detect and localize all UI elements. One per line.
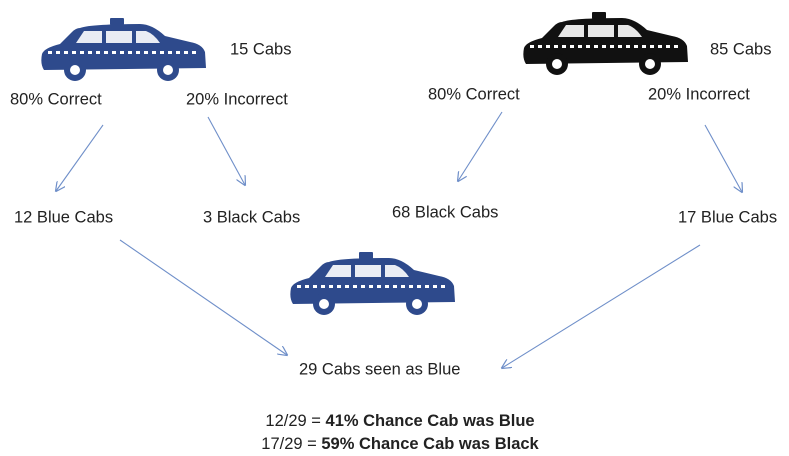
result-label: 29 Cabs seen as Blue bbox=[299, 360, 460, 378]
formula: 17/29 = bbox=[261, 435, 321, 453]
statement: 41% Chance Cab was Blue bbox=[326, 412, 535, 430]
correct-label: 80% Correct bbox=[10, 90, 102, 108]
conclusion: 17/29 = 59% Chance Cab was Black bbox=[261, 435, 539, 453]
blue-taxi-icon bbox=[41, 18, 206, 81]
arrow bbox=[705, 125, 742, 192]
arrow bbox=[458, 112, 502, 181]
incorrect-label: 20% Incorrect bbox=[186, 90, 288, 108]
page: 15 Cabs 80% Correct 20% Incorrect 12 Blu… bbox=[0, 0, 789, 456]
arrow bbox=[502, 245, 700, 368]
outcome-label: 68 Black Cabs bbox=[392, 203, 498, 221]
outcome-label: 17 Blue Cabs bbox=[678, 208, 777, 226]
diagram: 15 Cabs 80% Correct 20% Incorrect 12 Blu… bbox=[0, 0, 789, 456]
arrow bbox=[56, 125, 103, 191]
blue-taxi-icon bbox=[290, 252, 455, 315]
black-taxi-icon bbox=[523, 12, 688, 75]
arrow bbox=[120, 240, 287, 355]
correct-label: 80% Correct bbox=[428, 85, 520, 103]
outcome-label: 3 Black Cabs bbox=[203, 208, 300, 226]
count-label: 85 Cabs bbox=[710, 40, 771, 58]
count-label: 15 Cabs bbox=[230, 40, 291, 58]
outcome-label: 12 Blue Cabs bbox=[14, 208, 113, 226]
arrow bbox=[208, 117, 245, 185]
incorrect-label: 20% Incorrect bbox=[648, 85, 750, 103]
statement: 59% Chance Cab was Black bbox=[321, 435, 539, 453]
conclusion: 12/29 = 41% Chance Cab was Blue bbox=[265, 412, 534, 430]
formula: 12/29 = bbox=[265, 412, 325, 430]
